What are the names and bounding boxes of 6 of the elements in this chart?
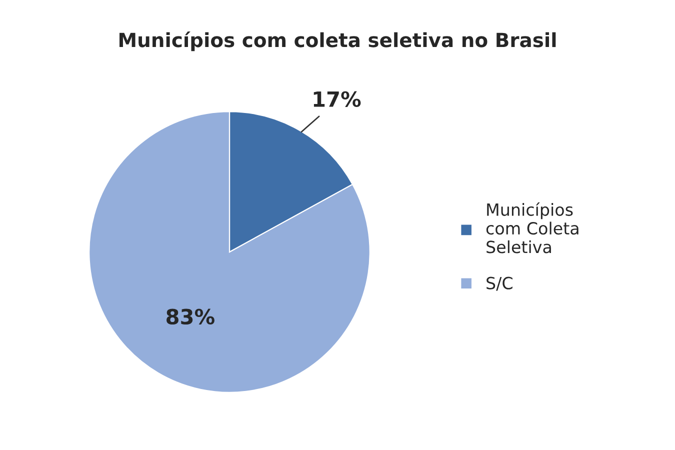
legend-label: S/C: [486, 276, 512, 291]
legend-label: Municípios com Coleta Seletiva: [486, 202, 578, 254]
data-label: 17%: [314, 91, 361, 107]
data-label: 83%: [166, 308, 214, 325]
chart-title: Municípios com coleta seletiva no Brasil: [120, 32, 556, 52]
pie-slice: [88, 111, 370, 393]
